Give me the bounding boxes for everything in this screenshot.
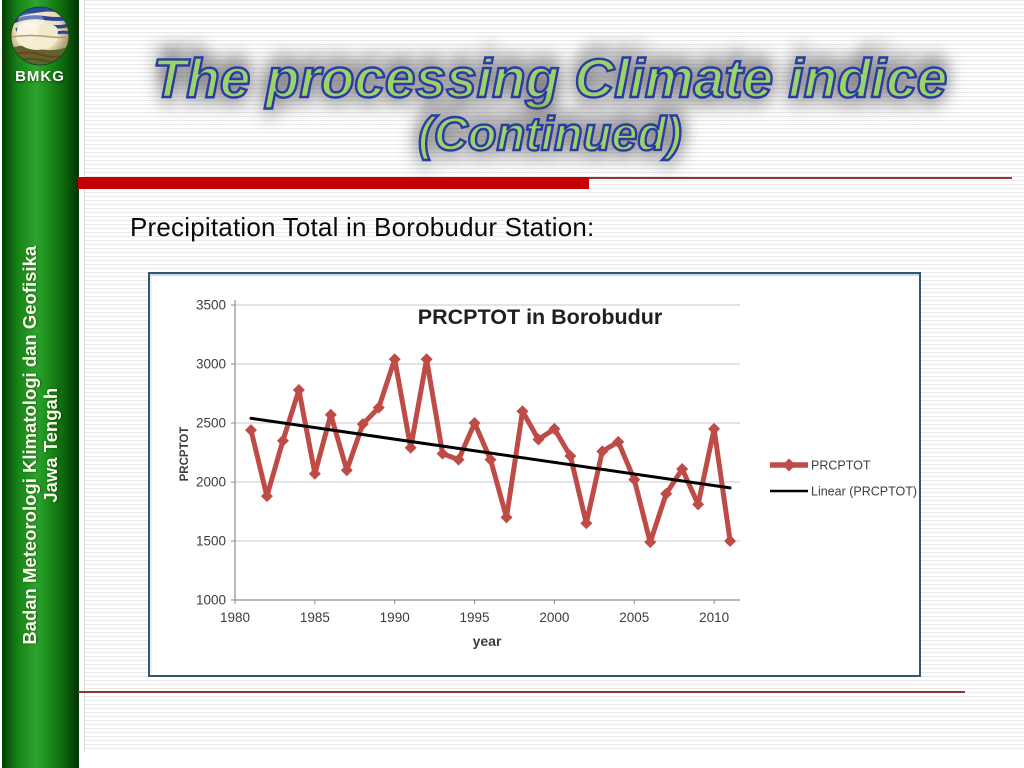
data-point-marker (292, 383, 305, 396)
data-point-marker (308, 467, 321, 480)
x-tick-label: 2000 (539, 610, 569, 625)
y-tick-label: 3500 (196, 298, 226, 313)
y-tick-label: 1500 (196, 534, 226, 549)
y-axis-title: PRCPTOT (179, 427, 191, 482)
legend-label-linear: Linear (PRCPTOT) (811, 485, 917, 499)
x-tick-label: 1980 (220, 610, 250, 625)
bottom-divider-line (78, 691, 965, 693)
data-point-marker (548, 422, 561, 435)
data-point-marker (612, 435, 625, 448)
chart-title: PRCPTOT in Borobudur (418, 305, 663, 329)
data-point-marker (452, 453, 465, 466)
title-line-1: The processing Climate indice (151, 47, 948, 109)
data-point-marker (420, 353, 433, 366)
slide-subtitle: Precipitation Total in Borobudur Station… (130, 212, 595, 242)
y-tick-label: 3000 (196, 357, 226, 372)
data-point-marker (340, 464, 353, 477)
data-point-marker (532, 433, 545, 446)
bmkg-globe-logo-icon (8, 3, 72, 67)
slide-title: The processing Climate indice (Continued… (90, 47, 1010, 161)
data-point-marker (708, 422, 721, 435)
bmkg-logo-label: BMKG (15, 68, 65, 85)
data-point-marker (244, 424, 257, 437)
data-point-marker (564, 450, 577, 463)
data-point-marker (516, 405, 529, 418)
data-point-marker (660, 487, 673, 500)
data-point-marker (404, 441, 417, 454)
data-point-marker (580, 517, 593, 530)
data-point-marker (644, 536, 657, 549)
data-point-marker (628, 473, 641, 486)
data-point-marker (356, 418, 369, 431)
data-point-marker (500, 511, 513, 524)
data-point-marker (692, 498, 705, 511)
x-tick-label: 1990 (380, 610, 410, 625)
chart-panel: 1000 1500 2000 2500 3000 3500 1980 1985 1990 1995… (148, 272, 921, 677)
prcptot-series-line (248, 356, 733, 545)
data-point-marker (372, 401, 385, 414)
legend-prcptot-sample-marker (782, 458, 796, 472)
legend-label-prcptot: PRCPTOT (811, 459, 871, 473)
data-point-marker (724, 535, 737, 547)
x-tick-label: 1995 (460, 610, 490, 625)
org-name-line-2: Jawa Tengah (40, 387, 62, 503)
y-tick-label: 1000 (196, 593, 226, 608)
x-tick-label: 1985 (300, 610, 330, 625)
y-tick-label: 2000 (196, 475, 226, 490)
org-name-line-1: Badan Meteorologi Klimatologi dan Geofis… (18, 245, 40, 645)
x-tick-label: 2005 (619, 610, 649, 625)
sidebar: BMKG Badan Meteorologi Klimatologi dan G… (2, 0, 79, 768)
sidebar-org-name: Badan Meteorologi Klimatologi dan Geofis… (2, 130, 78, 760)
data-point-marker (260, 490, 273, 503)
x-axis-title: year (473, 633, 502, 649)
red-accent-bar (78, 177, 589, 189)
prcptot-chart: 1000 1500 2000 2500 3000 3500 1980 1985 1990 1995… (179, 298, 917, 650)
data-point-marker (388, 353, 401, 366)
data-point-marker (676, 463, 689, 476)
data-point-marker (276, 434, 289, 447)
x-tick-label: 2010 (699, 610, 729, 625)
trend-line (249, 416, 732, 490)
data-point-marker (468, 417, 481, 429)
data-point-marker (436, 447, 449, 460)
data-point-marker (596, 445, 609, 458)
data-point-marker (484, 453, 497, 466)
title-line-2: (Continued) (417, 107, 683, 161)
y-tick-label: 2500 (196, 416, 226, 431)
data-point-marker (324, 408, 337, 421)
